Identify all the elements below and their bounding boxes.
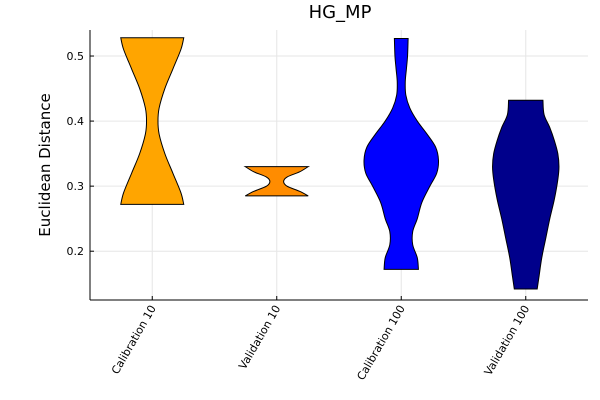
x-tick-label: Calibration 100 [354,303,407,383]
y-tick-label: 0.5 [67,50,85,63]
violin-validation-10 [243,166,311,197]
y-tick-label: 0.4 [67,115,85,128]
y-tick-label: 0.2 [67,245,85,258]
chart-title: HG_MP [309,2,372,23]
x-tick-label: Validation 100 [482,303,533,378]
tick-labels: 0.2 0.3 0.4 0.5 Calibration 10 Validation 10 C… [67,50,533,383]
violin-validation-100 [492,99,560,290]
y-tick-label: 0.3 [67,180,85,193]
x-tick-label: Calibration 10 [109,303,159,376]
violin-calibration-10 [120,37,185,205]
axes [89,30,588,301]
x-tick-label: Validation 10 [236,303,283,372]
violins [120,37,560,290]
y-axis-label: Euclidean Distance [36,93,54,236]
violin-calibration-100 [363,37,440,270]
